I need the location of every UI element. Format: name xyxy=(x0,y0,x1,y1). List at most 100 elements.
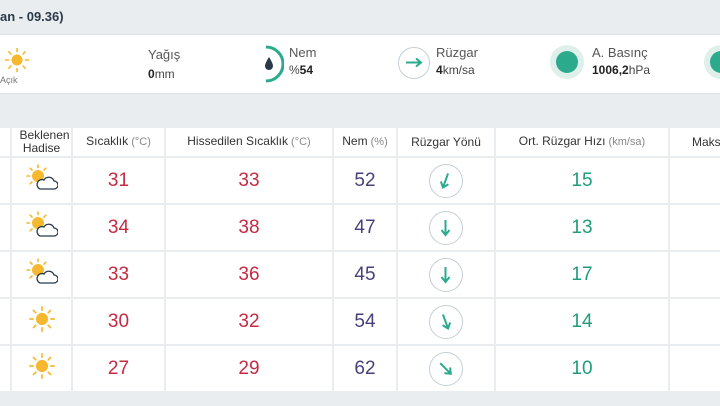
extra-metric-icon xyxy=(704,45,720,79)
rain-value: 0mm xyxy=(148,67,175,81)
pressure-icon xyxy=(550,45,584,79)
cell-edge xyxy=(0,252,10,297)
wind-direction-arrow-icon xyxy=(429,210,463,245)
header-wind-dir: Rüzgar Yönü xyxy=(398,128,494,156)
header-label: Ort. Rüzgar Hızı (km/sa) xyxy=(518,134,646,149)
cell-wind-dir xyxy=(398,252,494,297)
forecast-table: Beklenen Hadise Sıcaklık (°C) Hissedilen S… xyxy=(0,126,720,406)
partly-cloudy-icon xyxy=(25,164,59,197)
humidity-label: Nem xyxy=(289,45,317,60)
humidity-value: 45 xyxy=(354,263,376,285)
humidity-gauge-icon xyxy=(265,45,284,83)
sun-icon xyxy=(28,305,56,338)
header-speed: Ort. Rüzgar Hızı (km/sa) xyxy=(496,128,668,156)
wind-direction-arrow-icon xyxy=(429,351,463,386)
cell-max xyxy=(670,346,720,391)
humidity-value: 54 xyxy=(354,310,376,332)
cell-hadise xyxy=(12,299,71,344)
humidity-value: 47 xyxy=(354,216,376,238)
cell-hum: 52 xyxy=(334,158,396,203)
cell-edge xyxy=(0,158,10,203)
wind-speed-value: 15 xyxy=(571,169,593,191)
feels-like-value: 33 xyxy=(238,169,260,191)
temperature-value: 33 xyxy=(107,263,130,285)
sun-icon xyxy=(28,352,56,385)
temperature-value: 31 xyxy=(107,169,130,191)
cell-speed: 14 xyxy=(496,299,668,344)
wind-value: 4km/sa xyxy=(436,63,475,77)
partly-cloudy-icon xyxy=(25,211,59,244)
wind-speed-value: 14 xyxy=(571,310,593,332)
cell-feels: 36 xyxy=(166,252,332,297)
cell-speed: 17 xyxy=(496,252,668,297)
header-unit: (°C) xyxy=(287,136,311,148)
header-feels: Hissedilen Sıcaklık (°C) xyxy=(166,128,332,156)
cell-feels: 32 xyxy=(166,299,332,344)
header-label: Sıcaklık (°C) xyxy=(86,134,151,149)
wind-label: Rüzgar xyxy=(436,45,478,60)
feels-like-value: 29 xyxy=(238,357,260,379)
wind-direction-icon xyxy=(398,47,430,79)
cell-feels: 29 xyxy=(166,346,332,391)
cell-max xyxy=(670,205,720,250)
cell-speed: 15 xyxy=(496,158,668,203)
cell-feels: 33 xyxy=(166,158,332,203)
cell-hadise xyxy=(12,252,71,297)
cell-max xyxy=(670,252,720,297)
sun-icon xyxy=(4,47,30,73)
humidity-value: %54 xyxy=(289,63,314,77)
wind-direction-arrow-icon xyxy=(429,163,463,198)
temperature-value: 34 xyxy=(107,216,130,238)
cell-wind-dir xyxy=(398,299,494,344)
cell-temp: 31 xyxy=(73,158,164,203)
cell-hum: 47 xyxy=(334,205,396,250)
cell-temp: 34 xyxy=(73,205,164,250)
cell-max xyxy=(670,158,720,203)
wind-speed-value: 17 xyxy=(571,263,593,285)
feels-like-value: 36 xyxy=(238,263,260,285)
header-unit: (km/sa) xyxy=(605,136,646,148)
cell-hum: 45 xyxy=(334,252,396,297)
header-temp: Sıcaklık (°C) xyxy=(73,128,164,156)
rain-label: Yağış xyxy=(148,47,181,62)
header-unit: (%) xyxy=(367,136,388,148)
header-label: Maks xyxy=(692,134,720,149)
cell-wind-dir xyxy=(398,346,494,391)
header-edge xyxy=(0,128,10,156)
cell-temp: 30 xyxy=(73,299,164,344)
station-time-fragment: an - 09.36) xyxy=(0,9,64,24)
cell-hum: 54 xyxy=(334,299,396,344)
feels-like-value: 38 xyxy=(238,216,260,238)
cell-feels: 38 xyxy=(166,205,332,250)
header-label: Hissedilen Sıcaklık (°C) xyxy=(187,134,311,149)
pressure-label: A. Basınç xyxy=(592,45,648,60)
cell-hum: 62 xyxy=(334,346,396,391)
current-conditions-panel: Açık Yağış 0mm Nem %54 Rüzgar 4km/sa A. … xyxy=(0,34,720,94)
wind-direction-arrow-icon xyxy=(429,304,463,339)
current-condition-label: Açık xyxy=(0,75,18,85)
pressure-value: 1006,2hPa xyxy=(592,63,651,77)
wind-speed-value: 10 xyxy=(571,357,593,379)
feels-like-value: 32 xyxy=(238,310,260,332)
temperature-value: 30 xyxy=(107,310,130,332)
cell-speed: 13 xyxy=(496,205,668,250)
cell-temp: 33 xyxy=(73,252,164,297)
cell-edge xyxy=(0,205,10,250)
humidity-value: 52 xyxy=(354,169,376,191)
header-bar: an - 09.36) xyxy=(0,0,720,34)
wind-direction-arrow-icon xyxy=(429,257,463,292)
header-label: Beklenen Hadise xyxy=(19,128,70,155)
cell-hadise xyxy=(12,158,71,203)
cell-edge xyxy=(0,346,10,391)
cell-hadise xyxy=(12,346,71,391)
cell-max xyxy=(670,299,720,344)
header-hadise: Beklenen Hadise xyxy=(12,128,71,156)
header-label: Nem (%) xyxy=(342,134,388,149)
header-max: Maks xyxy=(670,128,720,156)
cell-hadise xyxy=(12,205,71,250)
temperature-value: 27 xyxy=(107,357,130,379)
header-hum: Nem (%) xyxy=(334,128,396,156)
cell-speed: 10 xyxy=(496,346,668,391)
cell-edge xyxy=(0,299,10,344)
cell-wind-dir xyxy=(398,158,494,203)
